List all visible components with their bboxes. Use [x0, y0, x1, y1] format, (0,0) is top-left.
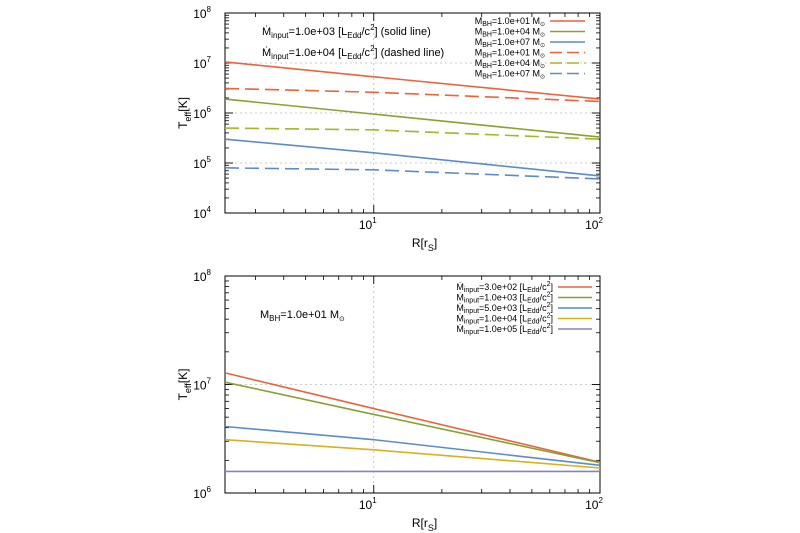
- legend-label-2: MBH=1.0e+04 M⊙: [475, 27, 545, 39]
- series-line-5: [224, 127, 601, 140]
- y-axis-label: Teff[K]: [176, 369, 193, 401]
- minor-ticks: [225, 276, 600, 493]
- series-line-6: [224, 167, 601, 180]
- legend-label-6: MBH=1.0e+07 M⊙: [475, 69, 545, 81]
- y-tick-label: 105: [193, 155, 211, 171]
- y-tick-label: 104: [193, 205, 211, 221]
- series-line-3: [224, 138, 601, 177]
- x-tick-label: 101: [359, 496, 377, 512]
- series-line-4: [224, 87, 601, 103]
- minor-ticks: [225, 13, 600, 213]
- chart-panel-1: 101 102 104 105 106 107 108 R[rS] Teff[K] Ṁinput=…: [176, 5, 603, 253]
- legend-label-1: MBH=1.0e+01 M⊙: [475, 16, 545, 28]
- x-tick-label: 102: [585, 496, 603, 512]
- legend-label-5: Ṁinput=1.0e+05 [LEdd/c2]: [456, 323, 553, 336]
- legend-label-4: Ṁinput=1.0e+04 [LEdd/c2]: [456, 313, 553, 326]
- y-tick-label: 107: [193, 55, 211, 71]
- x-tick-label: 102: [585, 216, 603, 232]
- series-line-1: [224, 372, 601, 464]
- legend-label-3: MBH=1.0e+07 M⊙: [475, 37, 545, 49]
- plot-frame: [224, 12, 601, 214]
- legend-label-2: Ṁinput=1.0e+03 [LEdd/c2]: [456, 292, 553, 305]
- series-line-2: [224, 381, 601, 464]
- legend: MBH=1.0e+01 M⊙MBH=1.0e+04 M⊙MBH=1.0e+07 …: [475, 16, 585, 81]
- annotation-text: Ṁinput=1.0e+03 [LEdd/c2] (solid line): [262, 23, 431, 40]
- legend-label-4: MBH=1.0e+01 M⊙: [475, 48, 545, 60]
- x-axis-label: R[rS]: [412, 236, 437, 253]
- y-tick-label: 108: [193, 268, 211, 284]
- x-tick-label: 101: [359, 216, 377, 232]
- legend-label-1: Ṁinput=3.0e+02 [LEdd/c2]: [456, 281, 553, 294]
- y-axis-label: Teff[K]: [176, 97, 193, 129]
- x-axis-label: R[rS]: [412, 516, 437, 533]
- annotation-text: Ṁinput=1.0e+04 [LEdd/c2] (dashed line): [262, 44, 444, 61]
- legend-label-3: Ṁinput=5.0e+03 [LEdd/c2]: [456, 302, 553, 315]
- legend-label-5: MBH=1.0e+04 M⊙: [475, 58, 545, 70]
- series-line-1: [224, 61, 601, 100]
- plot-frame: [224, 275, 601, 494]
- y-tick-label: 106: [193, 105, 211, 121]
- series-line-4: [224, 438, 601, 469]
- series-line-3: [224, 425, 601, 467]
- y-tick-label: 107: [193, 377, 211, 393]
- y-tick-label: 108: [193, 5, 211, 21]
- chart-panel-2: 101 102 106 107 108 R[rS] Teff[K] MBH=1.0e+01 M…: [176, 268, 603, 533]
- annotation-text: MBH=1.0e+01 M⊙: [260, 309, 345, 323]
- series-line-2: [224, 98, 601, 138]
- y-tick-label: 106: [193, 485, 211, 501]
- legend: Ṁinput=3.0e+02 [LEdd/c2]Ṁinput=1.0e+03 […: [456, 281, 592, 336]
